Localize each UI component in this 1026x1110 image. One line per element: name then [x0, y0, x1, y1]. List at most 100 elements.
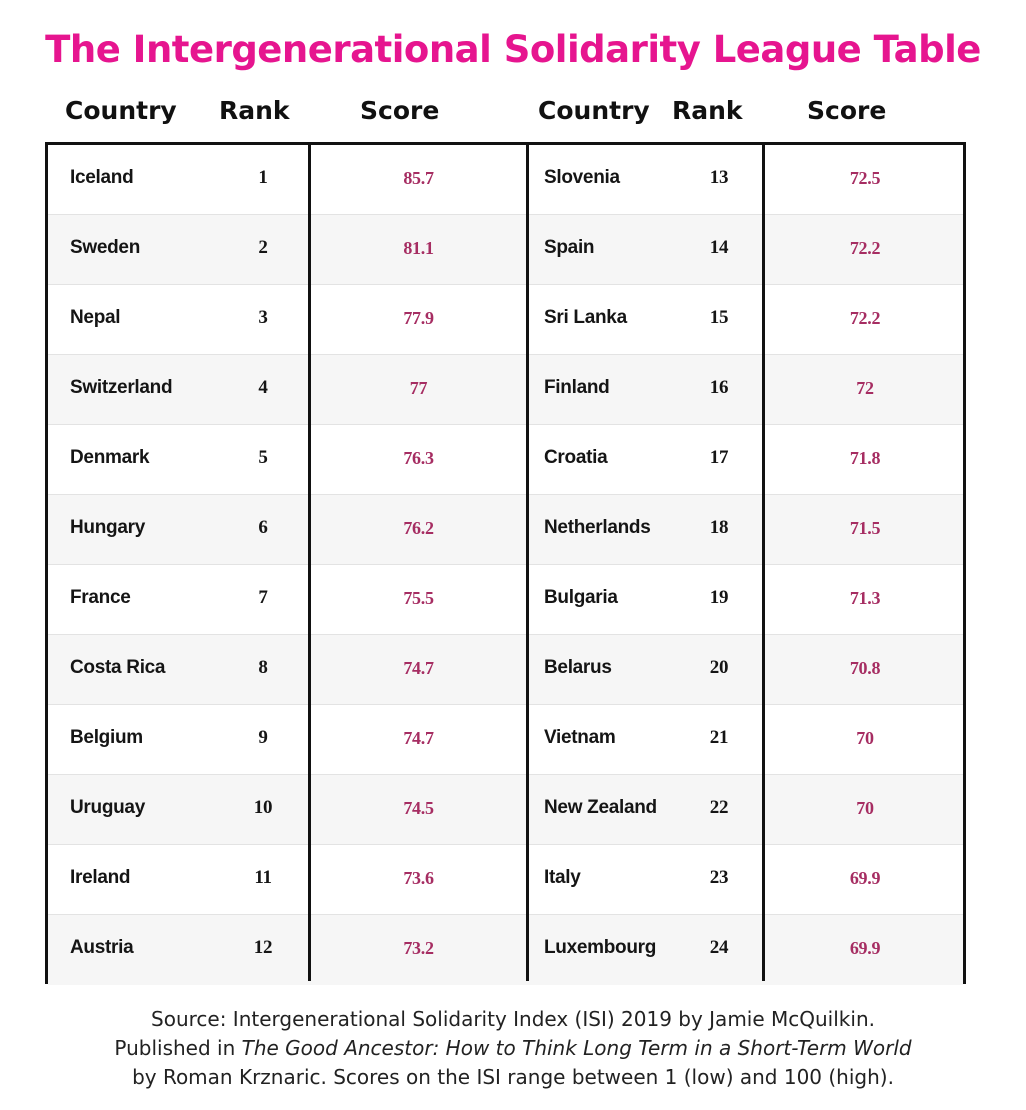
row-separator	[48, 284, 963, 285]
score-cell: 72.2	[849, 308, 881, 328]
rank-cell: 13	[709, 167, 729, 188]
table-row: Ireland 11 73.6 Italy 23 69.9	[48, 845, 963, 915]
rank-cell: 17	[709, 447, 729, 468]
country-cell: Ireland	[70, 867, 131, 888]
rank-cell: 2	[258, 237, 268, 258]
country-cell: Sri Lanka	[544, 307, 627, 328]
country-cell: Italy	[544, 867, 581, 888]
score-cell: 76.3	[403, 448, 434, 468]
row-separator	[48, 354, 963, 355]
score-cell: 72.5	[849, 168, 881, 188]
rank-cell: 9	[258, 727, 268, 748]
column-divider	[308, 145, 311, 981]
row-separator	[48, 844, 963, 845]
score-cell: 72	[856, 378, 874, 398]
table-row: Denmark 5 76.3 Croatia 17 71.8	[48, 425, 963, 495]
country-cell: Switzerland	[70, 377, 173, 398]
score-cell: 73.2	[403, 938, 434, 958]
header-country-right: Country	[538, 96, 650, 125]
country-cell: Netherlands	[544, 517, 651, 538]
source-published-in: Published in	[114, 1036, 242, 1060]
row-separator	[48, 704, 963, 705]
score-cell: 69.9	[849, 938, 881, 958]
score-cell: 74.5	[403, 798, 434, 818]
country-cell: Denmark	[70, 447, 150, 468]
header-score-right: Score	[807, 96, 887, 125]
country-cell: Belgium	[70, 727, 143, 748]
rank-cell: 4	[258, 377, 268, 398]
page-title: The Intergenerational Solidarity League …	[45, 28, 981, 71]
table-row: Iceland 1 85.7 Slovenia 13 72.5	[48, 145, 963, 215]
country-cell: Hungary	[70, 517, 145, 538]
score-cell: 76.2	[403, 518, 434, 538]
rank-cell: 12	[253, 937, 273, 958]
rank-cell: 19	[709, 587, 729, 608]
country-cell: France	[70, 587, 131, 608]
score-cell: 71.5	[849, 518, 881, 538]
country-cell: Belarus	[544, 657, 612, 678]
column-divider	[762, 145, 765, 981]
score-cell: 70.8	[849, 658, 881, 678]
rank-cell: 6	[258, 517, 268, 538]
row-separator	[48, 564, 963, 565]
country-cell: Bulgaria	[544, 587, 618, 608]
row-separator	[48, 634, 963, 635]
country-cell: Costa Rica	[70, 657, 166, 678]
table-row: Sweden 2 81.1 Spain 14 72.2	[48, 215, 963, 285]
table-row: Costa Rica 8 74.7 Belarus 20 70.8	[48, 635, 963, 705]
rank-cell: 22	[709, 797, 729, 818]
table-row: Hungary 6 76.2 Netherlands 18 71.5	[48, 495, 963, 565]
score-cell: 71.3	[849, 588, 881, 608]
country-cell: Slovenia	[544, 167, 620, 188]
header-score-left: Score	[360, 96, 440, 125]
source-line-3: by Roman Krznaric. Scores on the ISI ran…	[132, 1065, 894, 1089]
league-table: Iceland 1 85.7 Slovenia 13 72.5 Sweden 2 81.1 Spa…	[45, 142, 966, 985]
score-cell: 85.7	[403, 168, 434, 188]
country-cell: Iceland	[70, 167, 134, 188]
source-line-1: Source: Intergenerational Solidarity Ind…	[151, 1007, 875, 1031]
rank-cell: 11	[254, 867, 272, 888]
column-divider	[526, 145, 529, 981]
country-cell: Uruguay	[70, 797, 145, 818]
rank-cell: 23	[709, 867, 729, 888]
country-cell: Luxembourg	[544, 937, 657, 958]
score-cell: 69.9	[849, 868, 881, 888]
country-cell: New Zealand	[544, 797, 657, 818]
score-cell: 75.5	[403, 588, 434, 608]
score-cell: 77.9	[403, 308, 434, 328]
country-cell: Spain	[544, 237, 595, 258]
score-cell: 74.7	[403, 658, 434, 678]
country-cell: Nepal	[70, 307, 121, 328]
table-row: France 7 75.5 Bulgaria 19 71.3	[48, 565, 963, 635]
rank-cell: 21	[709, 727, 729, 748]
country-cell: Austria	[70, 937, 134, 958]
score-cell: 77	[409, 378, 428, 398]
row-separator	[48, 494, 963, 495]
rank-cell: 10	[253, 797, 273, 818]
header-rank-left: Rank	[219, 96, 290, 125]
table-row: Austria 12 73.2 Luxembourg 24 69.9	[48, 915, 963, 985]
table-row: Uruguay 10 74.5 New Zealand 22 70	[48, 775, 963, 845]
score-cell: 70	[856, 798, 874, 818]
rank-cell: 16	[709, 377, 729, 398]
rank-cell: 1	[258, 167, 268, 188]
rank-cell: 18	[709, 517, 729, 538]
rank-cell: 15	[709, 307, 729, 328]
country-cell: Croatia	[544, 447, 608, 468]
score-cell: 71.8	[849, 448, 881, 468]
row-separator	[48, 214, 963, 215]
header-rank-right: Rank	[672, 96, 743, 125]
rank-cell: 5	[258, 447, 268, 468]
rank-cell: 14	[709, 237, 729, 258]
row-separator	[48, 914, 963, 915]
book-title: The Good Ancestor: How to Think Long Ter…	[241, 1036, 912, 1060]
table-row: Belgium 9 74.7 Vietnam 21 70	[48, 705, 963, 775]
score-cell: 70	[856, 728, 874, 748]
country-cell: Finland	[544, 377, 610, 398]
table-row: Switzerland 4 77 Finland 16 72	[48, 355, 963, 425]
row-separator	[48, 424, 963, 425]
rank-cell: 20	[709, 657, 729, 678]
country-cell: Vietnam	[544, 727, 616, 748]
score-cell: 81.1	[403, 238, 434, 258]
rank-cell: 7	[258, 587, 268, 608]
